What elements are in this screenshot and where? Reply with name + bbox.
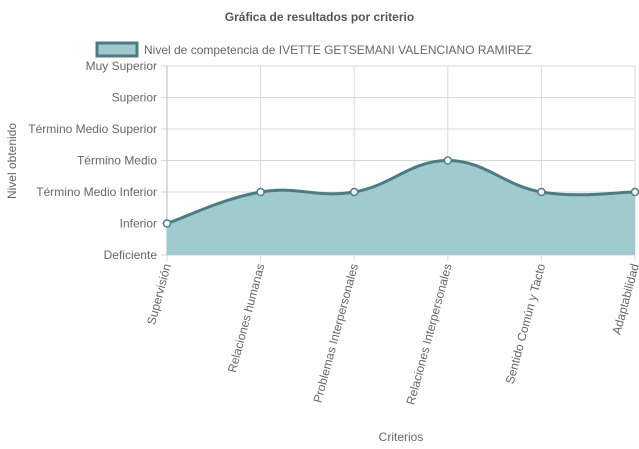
legend-label: Nivel de competencia de IVETTE GETSEMANI… (144, 43, 532, 57)
series-line (166, 158, 636, 225)
y-tick-label: Término Medio Superior (28, 122, 157, 136)
y-axis-title: Nivel obtenido (5, 123, 19, 199)
series-area (167, 160, 635, 255)
data-point[interactable] (537, 187, 546, 197)
x-tick-labels: Supervisión Relaciones humanas Problemas I… (144, 262, 639, 406)
series-layer (166, 158, 636, 255)
y-tick-label: Deficiente (104, 248, 158, 262)
x-tick-label: Supervisión (144, 262, 174, 326)
y-tick-label: Muy Superior (86, 59, 157, 73)
data-point[interactable] (349, 187, 359, 197)
y-tick-label: Superior (112, 91, 157, 105)
chart-title: Gráfica de resultados por criterio (225, 10, 414, 24)
data-point[interactable] (630, 187, 639, 197)
legend-swatch (95, 41, 139, 58)
x-tick-label: Relaciones humanas (225, 262, 268, 374)
data-point[interactable] (256, 187, 265, 197)
y-tick-labels: Deficiente Inferior Término Medio Inferior… (28, 59, 157, 262)
legend[interactable]: Nivel de competencia de IVETTE GETSEMANI… (95, 41, 532, 58)
x-tick-label: Relaciones Interpersonales (404, 262, 455, 406)
data-points[interactable] (162, 156, 639, 228)
y-tick-label: Término Medio (77, 154, 157, 168)
x-axis-title: Criterios (379, 430, 424, 444)
x-tick-label: Sentido Común y Tacto (503, 262, 549, 386)
y-tick-label: Inferior (120, 217, 157, 231)
data-point[interactable] (443, 156, 453, 165)
y-tick-label: Término Medio Inferior (36, 185, 157, 199)
data-point[interactable] (162, 219, 172, 228)
x-tick-label: Adaptabilidad (610, 262, 639, 336)
x-tick-label: Problemas Interpersonales (310, 262, 361, 404)
